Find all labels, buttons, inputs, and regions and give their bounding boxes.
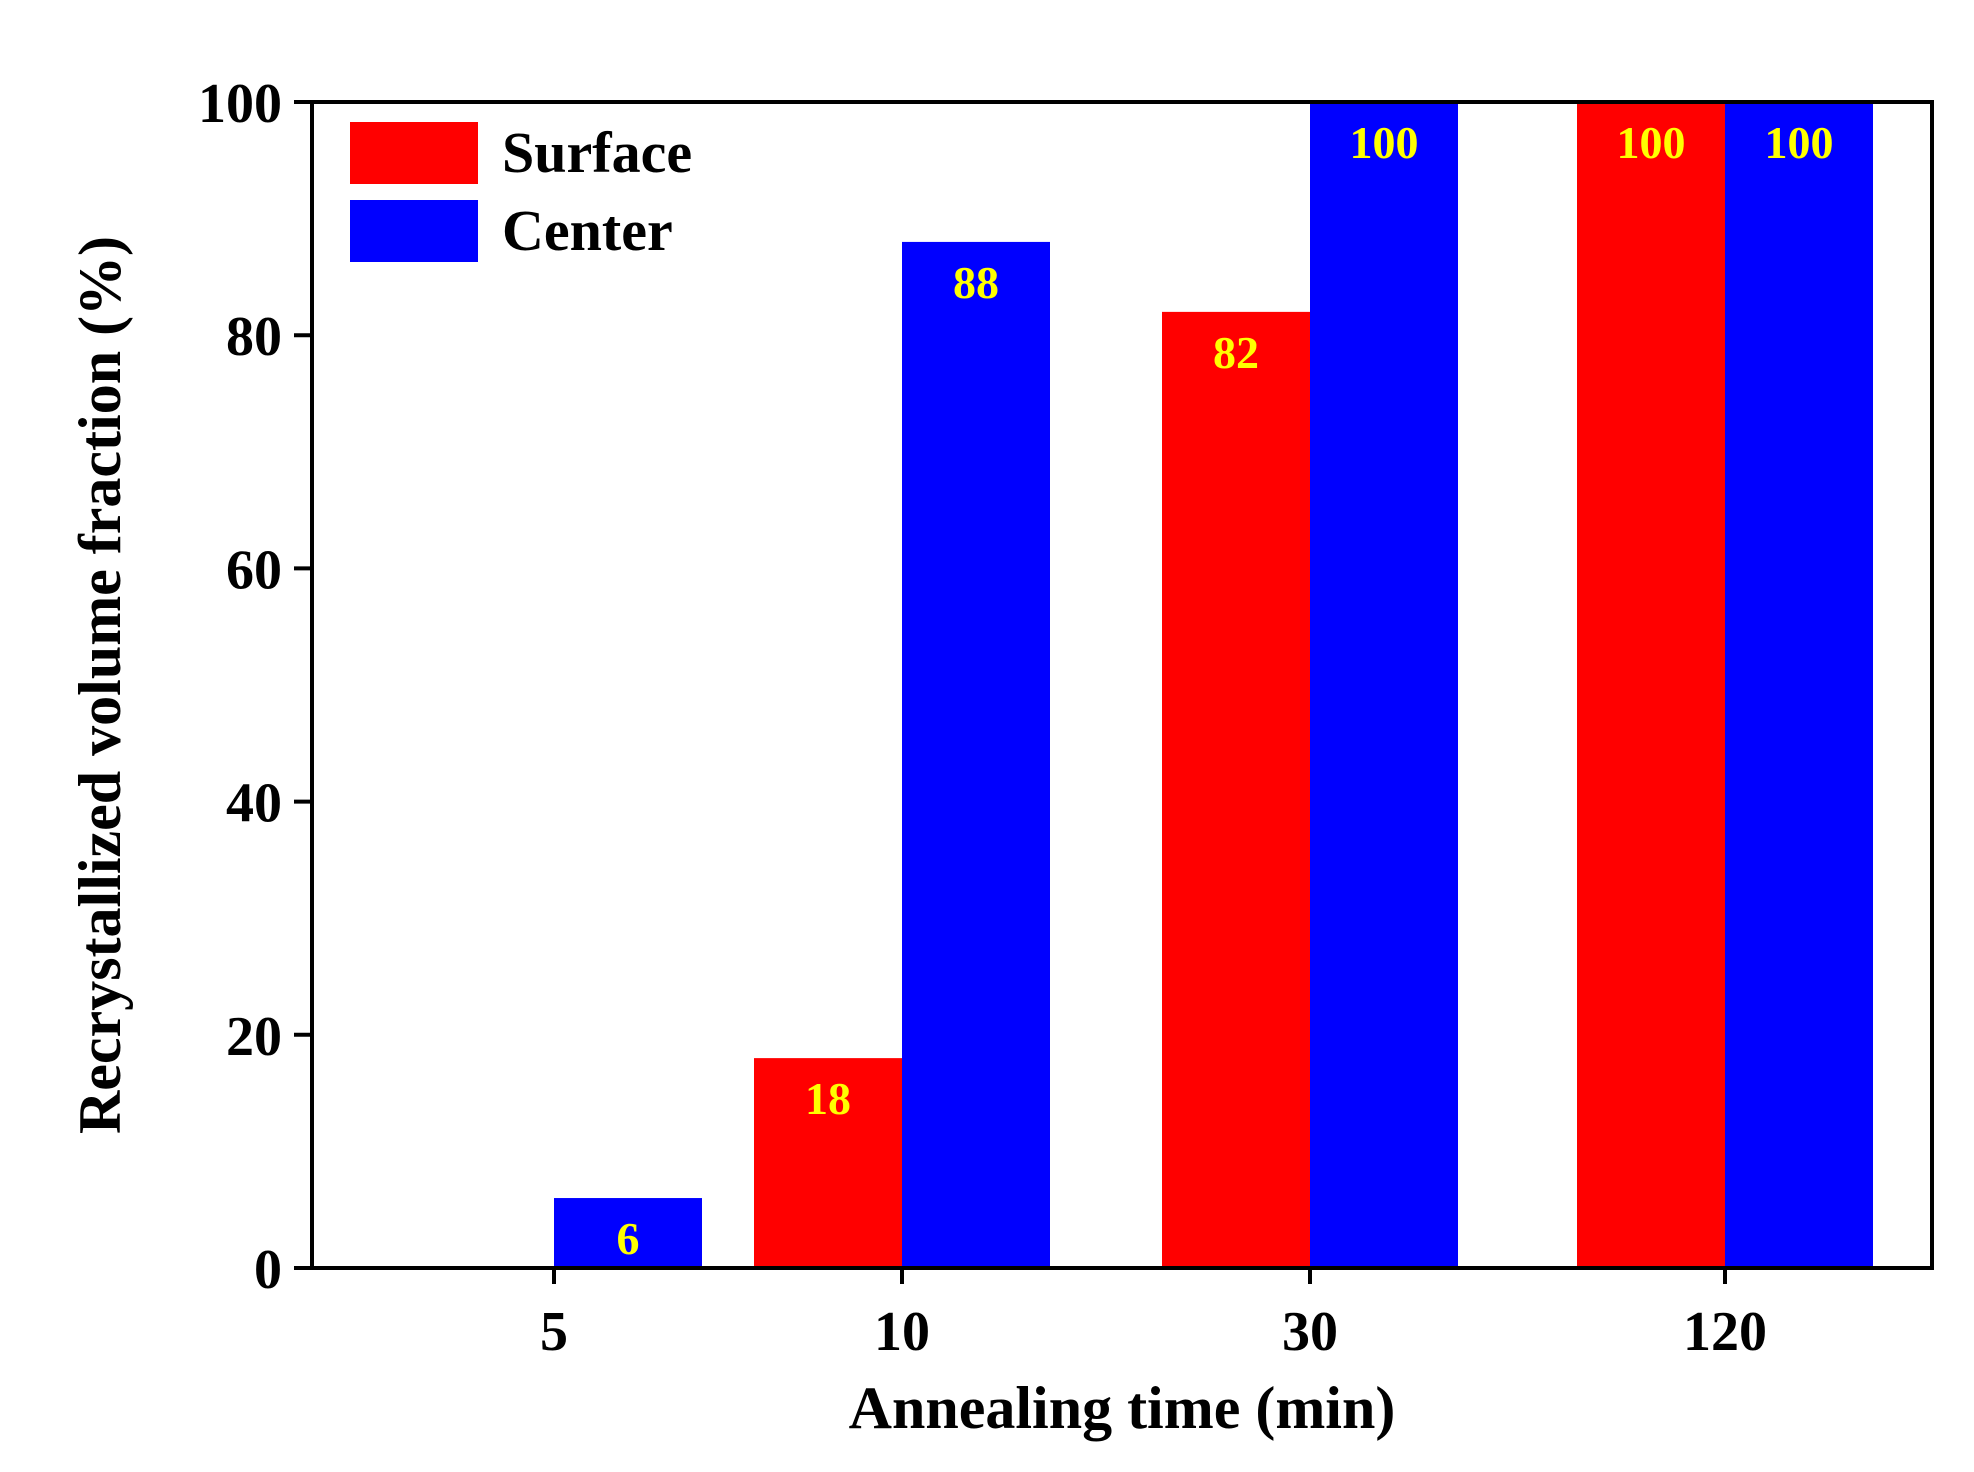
legend-label-center: Center [502, 198, 673, 263]
bar-center-30 [1310, 102, 1458, 1268]
y-tick-label: 40 [226, 773, 282, 835]
bars-layer [554, 102, 1873, 1268]
bar-surface-10 [754, 1058, 902, 1268]
data-label-surface-10: 18 [805, 1073, 851, 1124]
bar-center-10 [902, 241, 1050, 1268]
x-tick-label: 120 [1683, 1301, 1767, 1363]
x-tick-label: 30 [1282, 1301, 1338, 1363]
legend-swatch-center [350, 200, 478, 262]
x-tick-label: 10 [874, 1301, 930, 1363]
legend-label-surface: Surface [502, 120, 692, 185]
data-label-center-120: 100 [1765, 117, 1834, 168]
y-tick-label: 60 [226, 539, 282, 601]
y-axis-title: Recrystallized volume fraction (%) [67, 236, 133, 1134]
bar-center-120 [1725, 102, 1873, 1268]
y-axis-ticks: 0 20 40 60 80 100 [198, 73, 312, 1301]
bar-surface-30 [1162, 311, 1310, 1268]
data-label-center-30: 100 [1350, 117, 1419, 168]
bar-surface-120 [1577, 102, 1725, 1268]
x-axis-ticks: 5 10 30 120 [540, 1268, 1767, 1363]
data-labels-layer: 6 18 88 82 100 100 100 [617, 117, 1834, 1264]
x-tick-label: 5 [540, 1301, 568, 1363]
data-label-surface-30: 82 [1213, 327, 1259, 378]
data-label-center-5: 6 [617, 1213, 640, 1264]
y-tick-label: 0 [254, 1239, 282, 1301]
y-tick-label: 20 [226, 1006, 282, 1068]
y-tick-label: 80 [226, 306, 282, 368]
data-label-surface-120: 100 [1617, 117, 1686, 168]
bar-center-5 [554, 1198, 702, 1268]
data-label-center-10: 88 [953, 257, 999, 308]
y-tick-label: 100 [198, 73, 282, 135]
legend-swatch-surface [350, 122, 478, 184]
plot-frame [310, 100, 1934, 1270]
x-axis-title: Annealing time (min) [849, 1375, 1396, 1441]
legend: Surface Center [350, 120, 692, 263]
